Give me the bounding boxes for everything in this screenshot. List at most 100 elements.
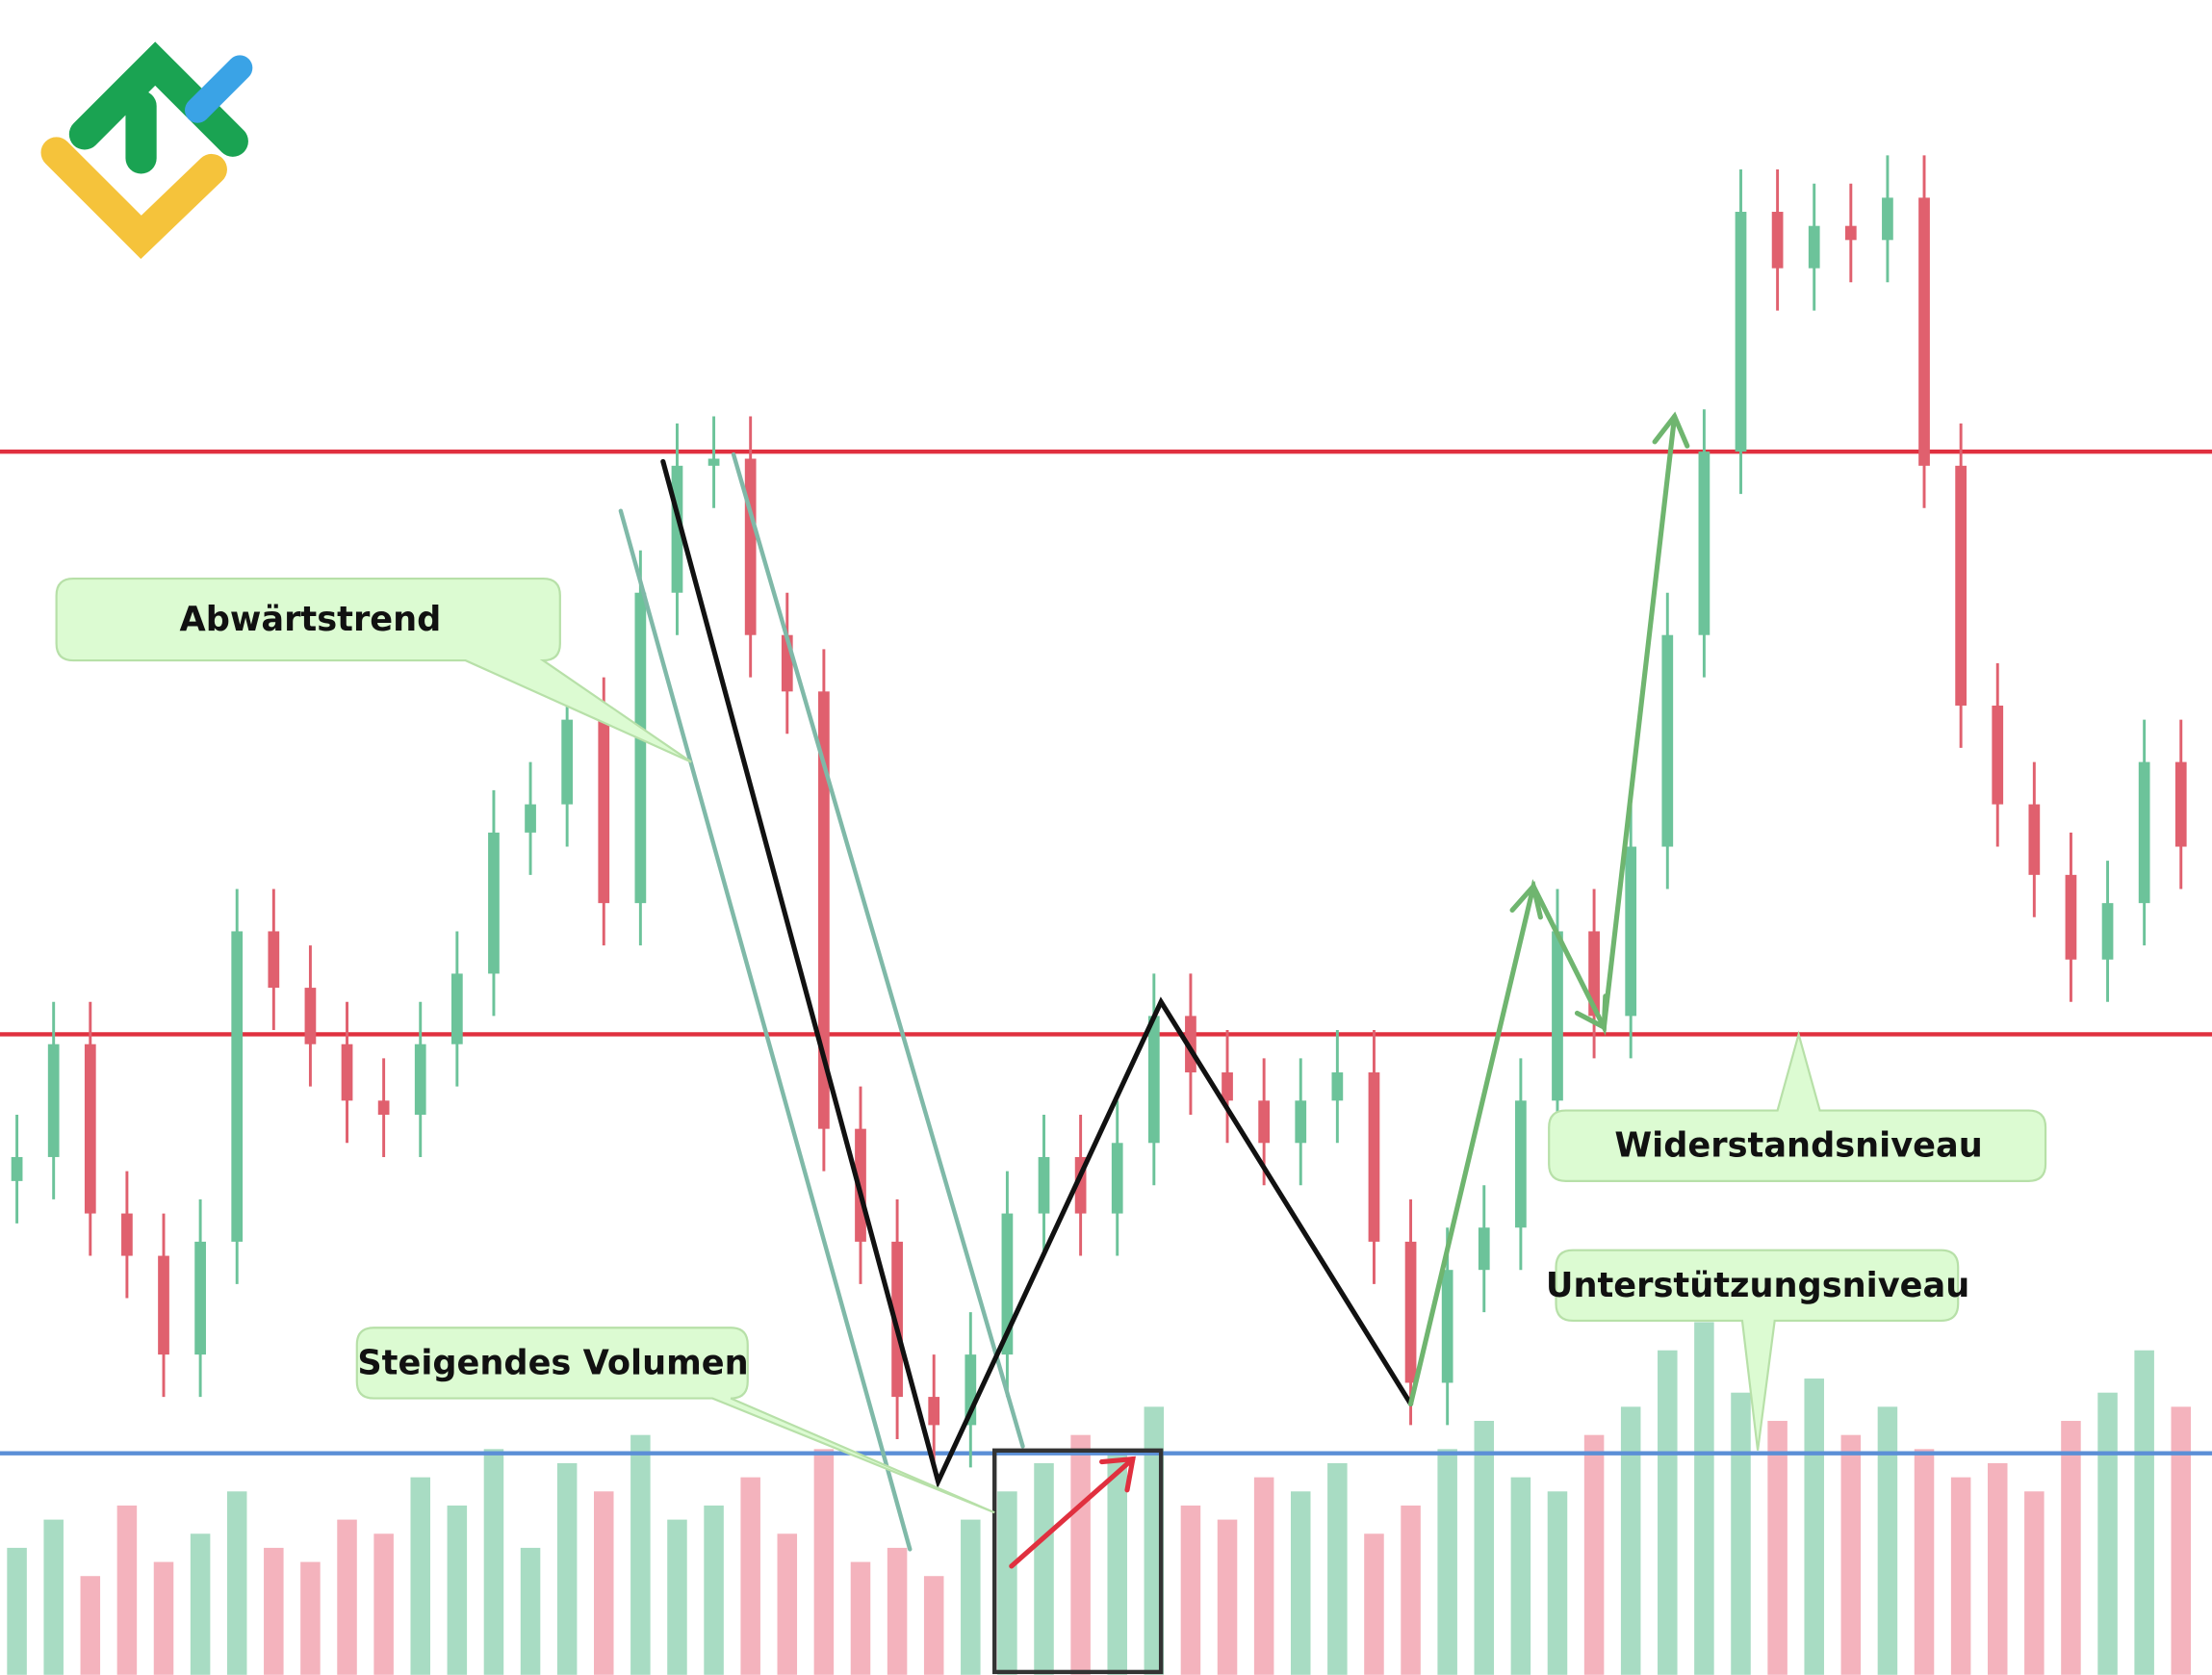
- volume-bar: [447, 1505, 468, 1675]
- candle-body: [1038, 1156, 1050, 1214]
- volume-layer: [7, 1322, 2192, 1675]
- candle-body: [2174, 761, 2187, 847]
- volume-bar: [1731, 1392, 1751, 1675]
- volume-bar: [116, 1505, 138, 1675]
- arrow-head: [1574, 993, 1608, 1032]
- candle-body: [1147, 1016, 1160, 1144]
- volume-bar: [1987, 1462, 2008, 1675]
- candle-body: [47, 1044, 60, 1157]
- candle-body: [1992, 705, 2004, 805]
- candle-body: [1918, 197, 1930, 466]
- volume-bar: [777, 1533, 798, 1675]
- candle-body: [707, 458, 720, 466]
- volume-bar: [813, 1449, 835, 1675]
- callout-box: [355, 1327, 995, 1514]
- candle-body: [450, 973, 463, 1044]
- volume-bar: [373, 1533, 394, 1675]
- volume-bar: [1547, 1491, 1568, 1675]
- candle-body: [2065, 874, 2077, 960]
- candle-body: [488, 832, 500, 974]
- volume-bar: [1877, 1406, 1898, 1675]
- volume-bar: [594, 1491, 614, 1675]
- candle-body: [84, 1044, 96, 1214]
- callout-box: [1555, 1249, 1960, 1451]
- candle-body: [158, 1255, 169, 1355]
- candle-layer: [11, 155, 2187, 1468]
- volume-bar: [1510, 1477, 1531, 1675]
- volume-bar: [2061, 1421, 2081, 1675]
- volume-bar: [556, 1462, 578, 1675]
- volume-bar: [300, 1561, 321, 1675]
- candle-body: [818, 691, 830, 1129]
- zigzag: [660, 458, 1414, 1489]
- volume-bar: [1583, 1434, 1605, 1675]
- candle-body: [1222, 1072, 1233, 1101]
- candle-body: [1588, 931, 1600, 1017]
- candle-body: [1001, 1213, 1014, 1355]
- candle-body: [2101, 903, 2114, 960]
- candle-body: [891, 1241, 903, 1398]
- candle-body: [304, 988, 317, 1044]
- candle-body: [414, 1044, 426, 1115]
- volume-bar: [2134, 1350, 2154, 1675]
- logo-blue: [184, 55, 253, 123]
- volume-bar: [337, 1519, 357, 1675]
- candle-body: [1404, 1241, 1417, 1383]
- candle-body: [781, 634, 793, 692]
- candle-body: [11, 1156, 23, 1181]
- volume-bar: [1658, 1350, 1678, 1675]
- candle-body: [1331, 1072, 1344, 1101]
- candle-body: [2138, 761, 2150, 904]
- callout-label: Widerstandsniveau: [1614, 1126, 1982, 1166]
- candle-body: [744, 458, 757, 635]
- volume-bar: [43, 1519, 64, 1675]
- candle-body: [377, 1100, 390, 1115]
- candle-body: [965, 1354, 977, 1426]
- candle-body: [1515, 1100, 1527, 1228]
- candle-body: [561, 719, 574, 805]
- candle-body: [1185, 1016, 1196, 1073]
- candle-body: [671, 465, 683, 593]
- candle-body: [1295, 1100, 1307, 1144]
- callout-box: [1548, 1030, 2047, 1182]
- volume-bar: [1437, 1449, 1457, 1675]
- candle-body: [1258, 1100, 1271, 1144]
- volume-bar: [2024, 1491, 2045, 1675]
- candle-body: [634, 592, 647, 904]
- callout-label: Steigendes Volumen: [357, 1343, 748, 1382]
- volume-bar: [1401, 1505, 1421, 1675]
- volume-bar: [1914, 1449, 1935, 1675]
- volume-bar: [1107, 1449, 1127, 1675]
- arrow-head: [1099, 1456, 1136, 1493]
- arrow-head: [1652, 411, 1690, 449]
- candle-body: [1111, 1143, 1123, 1214]
- volume-bar: [887, 1547, 908, 1675]
- candle-body: [268, 931, 280, 989]
- volume-bar: [1767, 1421, 1788, 1675]
- candle-body: [1844, 225, 1857, 241]
- candle-body: [231, 931, 244, 1242]
- volume-bar: [264, 1547, 284, 1675]
- candle-body: [1552, 931, 1563, 1101]
- volume-bar: [1327, 1462, 1348, 1675]
- volume-bar: [410, 1477, 430, 1675]
- volume-bar: [740, 1477, 760, 1675]
- candle-body: [1478, 1227, 1490, 1271]
- volume-bar: [520, 1547, 541, 1675]
- volume-bar: [2171, 1406, 2192, 1675]
- logo: [40, 41, 253, 259]
- candle-body: [1625, 846, 1637, 1017]
- candle-body: [1955, 465, 1967, 706]
- channel-line: [618, 508, 913, 1552]
- candle-body: [341, 1044, 353, 1101]
- volume-bar: [153, 1561, 174, 1675]
- candle-body: [1441, 1270, 1453, 1383]
- candle-body: [928, 1397, 940, 1426]
- volume-arrow: [1009, 1456, 1136, 1569]
- callout-label: Unterstützungsniveau: [1546, 1266, 1969, 1305]
- volume-bar: [1070, 1434, 1091, 1675]
- volume-bar: [997, 1491, 1017, 1675]
- candle-body: [194, 1241, 206, 1355]
- volume-bar: [7, 1547, 27, 1675]
